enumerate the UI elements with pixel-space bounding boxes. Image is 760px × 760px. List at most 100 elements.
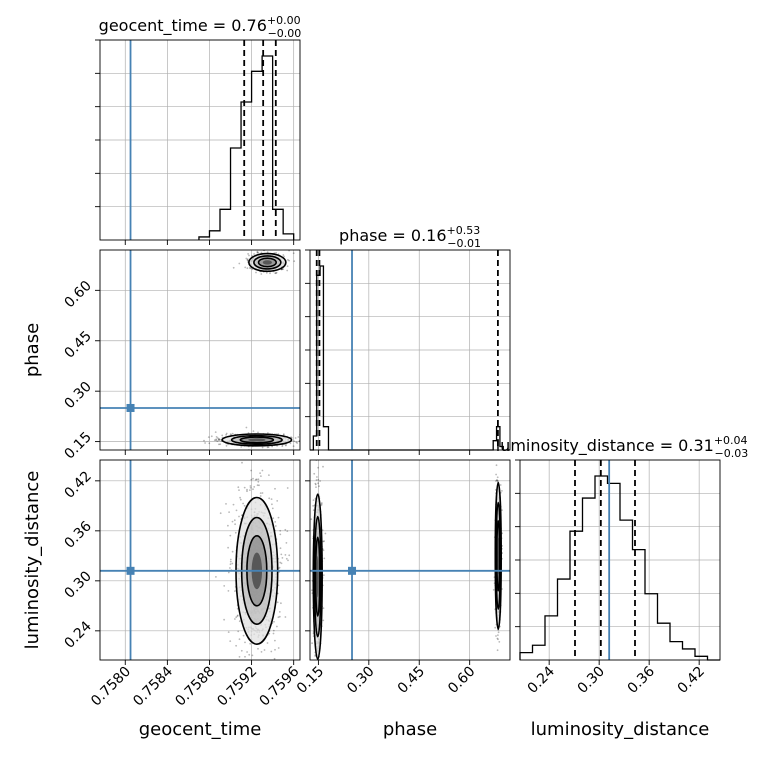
sample-point (215, 439, 218, 442)
x-tick-label: 0.30 (575, 664, 608, 697)
sample-point (236, 614, 239, 617)
sample-point (268, 474, 270, 476)
sample-point (279, 561, 282, 564)
sample-point (297, 436, 300, 438)
sample-point (492, 589, 495, 591)
sample-point (290, 436, 292, 438)
sample-point (280, 602, 282, 605)
contour-line (253, 255, 282, 270)
y-tick-label: 0.15 (61, 429, 94, 462)
sample-point (496, 476, 499, 479)
sample-point (249, 486, 252, 489)
sample-point (244, 641, 246, 644)
sample-point (235, 509, 238, 512)
sample-point (237, 630, 240, 633)
sample-point (281, 445, 284, 448)
sample-point (286, 530, 289, 532)
panel-title-phase: phase = 0.16+0.53 −0.01 (339, 224, 481, 250)
sample-point (243, 662, 245, 664)
sample-point (243, 486, 246, 489)
sample-point (203, 439, 205, 442)
sample-point (266, 446, 269, 449)
sample-point (229, 560, 232, 563)
sample-point (286, 269, 289, 272)
x-tick-label: 0.36 (625, 663, 658, 696)
sample-point (293, 440, 295, 442)
sample-point (239, 498, 242, 501)
sample-point (204, 442, 207, 444)
sample-point (248, 254, 250, 257)
sample-point (232, 503, 235, 506)
sample-point (285, 444, 287, 447)
sample-point (280, 553, 283, 556)
sample-point (238, 656, 241, 658)
sample-point (238, 262, 241, 265)
sample-point (218, 439, 220, 441)
sample-point (321, 693, 323, 695)
sample-point (501, 490, 503, 492)
sample-point (207, 436, 210, 438)
sample-point (225, 432, 228, 435)
histogram-phase (310, 265, 510, 451)
sample-point (252, 477, 254, 480)
sample-point (260, 251, 263, 254)
sample-point (278, 615, 281, 618)
sample-point (281, 557, 284, 559)
y-tick-label: 0.36 (61, 518, 94, 551)
sample-point (320, 503, 323, 505)
sample-point (238, 515, 240, 518)
sample-point (227, 571, 230, 574)
sample-point (240, 446, 243, 448)
sample-point (216, 437, 219, 439)
density-level (262, 260, 272, 265)
sample-point (240, 666, 242, 668)
title-label: geocent_time = 0.76 (99, 16, 267, 36)
sample-point (217, 438, 220, 441)
sample-point (272, 632, 275, 635)
sample-point (312, 499, 315, 501)
sample-point (323, 557, 326, 560)
sample-point (319, 480, 321, 482)
sample-point (233, 519, 236, 522)
sample-point (223, 585, 226, 587)
sample-point (271, 507, 274, 510)
panel-title-geocent_time: geocent_time = 0.76+0.00 −0.00 (99, 14, 302, 40)
sample-point (263, 649, 266, 651)
sample-point (292, 445, 295, 448)
sample-point (322, 549, 325, 552)
sample-point (237, 486, 240, 489)
sample-point (276, 500, 279, 502)
sample-point (229, 563, 232, 566)
sample-point (498, 641, 501, 643)
sample-point (227, 590, 230, 592)
sample-point (229, 567, 231, 569)
sample-point (216, 440, 219, 443)
sample-point (274, 487, 276, 490)
sample-point (497, 631, 500, 634)
sample-point (277, 647, 280, 649)
sample-point (274, 521, 277, 523)
sample-point (282, 254, 285, 256)
sample-point (275, 271, 278, 274)
sample-point (214, 431, 217, 433)
sample-point (289, 442, 292, 445)
sample-point (265, 682, 267, 684)
sample-point (231, 562, 234, 565)
sample-point (231, 432, 234, 435)
sample-point (275, 272, 277, 275)
sample-point (322, 540, 325, 543)
sample-point (277, 516, 280, 519)
sample-point (225, 445, 228, 447)
sample-point (252, 488, 254, 491)
truth-marker (126, 566, 135, 575)
sample-point (250, 478, 253, 481)
panel-background (310, 460, 510, 660)
sample-point (246, 651, 249, 653)
contour-line (312, 493, 323, 660)
sample-point (497, 480, 499, 482)
sample-point (274, 648, 276, 651)
sample-point (324, 532, 327, 535)
sample-point (227, 631, 230, 633)
x-tick-label: 0.7588 (172, 664, 218, 710)
